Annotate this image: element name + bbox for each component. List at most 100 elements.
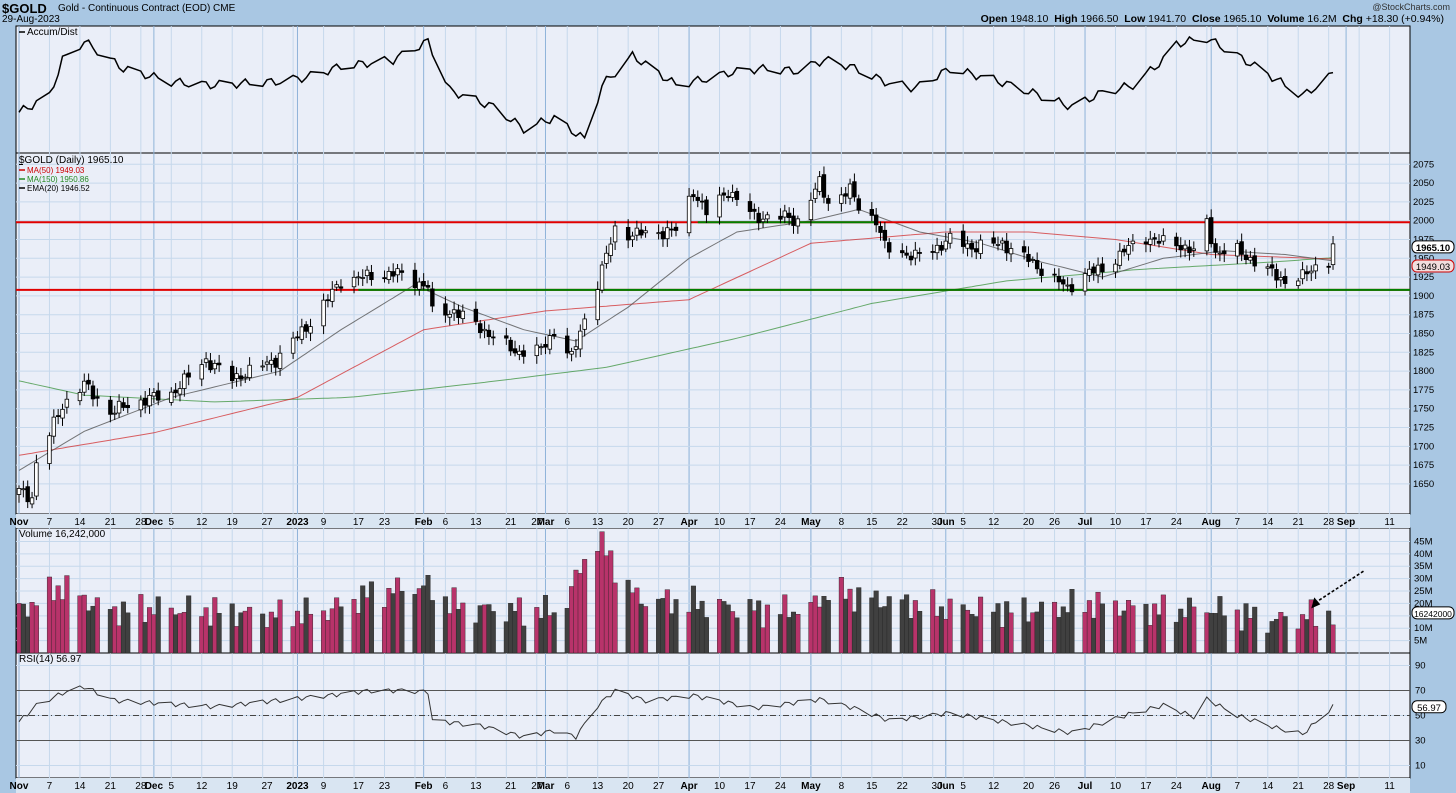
volume-bar [1273,618,1279,654]
candle-body [974,248,979,253]
x-tick-label: 17 [744,781,756,792]
candle-body [34,462,39,497]
volume-bar [1330,624,1336,654]
candle-body [456,309,461,318]
candle-body [595,289,600,321]
candle-body [82,380,87,393]
candle-body [1069,284,1075,293]
x-tick-label: 26 [1049,517,1061,528]
rsi-tick-label: 10 [1415,761,1426,772]
candle-body [60,408,65,419]
volume-bar [808,602,814,654]
volume-bar [60,599,66,654]
volume-bar [1030,612,1036,654]
price-tick-label: 2000 [1413,216,1434,227]
volume-bar [851,611,857,654]
candle-body [486,329,492,338]
volume-bar [303,597,309,654]
volume-bar [991,611,997,654]
volume-bar [264,627,270,654]
candle-body [1248,256,1253,261]
candle-body [752,208,757,212]
volume-bar [486,604,492,654]
volume-bar [1191,606,1197,654]
candle-body [425,285,431,288]
candle-body [960,230,966,247]
volume-bar [1295,628,1301,654]
x-tick-label: Mar [537,517,555,528]
volume-bar [1143,603,1149,654]
candle-body [273,357,278,368]
candle-body [665,227,670,240]
candle-body [1187,246,1192,254]
candle-body [995,244,1001,246]
volume-bar [1282,616,1288,654]
volume-bar [1265,632,1271,654]
volume-bar [795,614,801,654]
candle-body [565,335,570,354]
volume-bar [1304,619,1310,654]
candle-body [765,214,770,220]
candle-body [747,201,753,212]
candle-body [1296,280,1301,286]
volume-bar [582,559,588,654]
candle-body [669,228,674,231]
volume-bar [460,602,466,654]
volume-bar [416,588,422,654]
x-tick-label: 20 [1023,517,1035,528]
candle-body [856,198,861,211]
candle-body [264,361,270,365]
candle-body [873,214,879,226]
candle-body [299,326,305,340]
x-tick-label: Jun [937,517,955,528]
volume-bar [695,609,701,654]
candle-body [1113,263,1118,273]
volume-bar [899,599,905,654]
volume-bar [229,603,235,654]
x-tick-label: 21 [505,781,517,792]
volume-bar [20,603,26,654]
volume-bar [521,625,527,654]
volume-bar [1308,599,1314,654]
rsi-panel-label: RSI(14) 56.97 [19,654,82,665]
volume-bar [412,594,418,654]
candle-body [978,239,983,254]
candle-body [913,249,918,259]
volume-bar [1069,589,1075,654]
volume-bar [81,594,87,654]
volume-bar [873,590,879,654]
volume-bar [843,598,849,654]
volume-bar [1112,600,1118,654]
x-tick-label: May [801,517,821,528]
candle-body [839,194,844,204]
volume-bar [1313,625,1319,654]
volume-bar [25,616,31,654]
candle-body [382,277,387,280]
x-tick-label: 13 [470,517,482,528]
candle-body [878,225,883,233]
candle-body [1052,273,1057,276]
candle-body [216,362,222,366]
ma50-value-tag-bg [1411,259,1455,273]
candle-body [538,346,544,349]
x-tick-label: 9 [321,517,327,528]
candle-body [551,334,557,337]
volume-bar [1130,605,1136,654]
volume-bar [442,596,448,654]
volume-bar [177,613,183,654]
volume-bar [16,603,22,654]
candle-body [1235,242,1240,257]
volume-bar [168,607,174,654]
volume-bar [94,597,100,654]
chg-value: +18.30 (+0.94%) [1365,13,1444,25]
candle-body [1161,235,1166,242]
x-tick-label: Mar [537,781,555,792]
volume-bar [33,605,39,654]
candle-body [1065,284,1070,287]
candle-body [260,365,265,368]
candles [16,166,1336,509]
rsi-tick-label: 90 [1415,661,1426,672]
volume-bar [777,614,783,654]
volume-tick-label: 45M [1414,536,1433,547]
